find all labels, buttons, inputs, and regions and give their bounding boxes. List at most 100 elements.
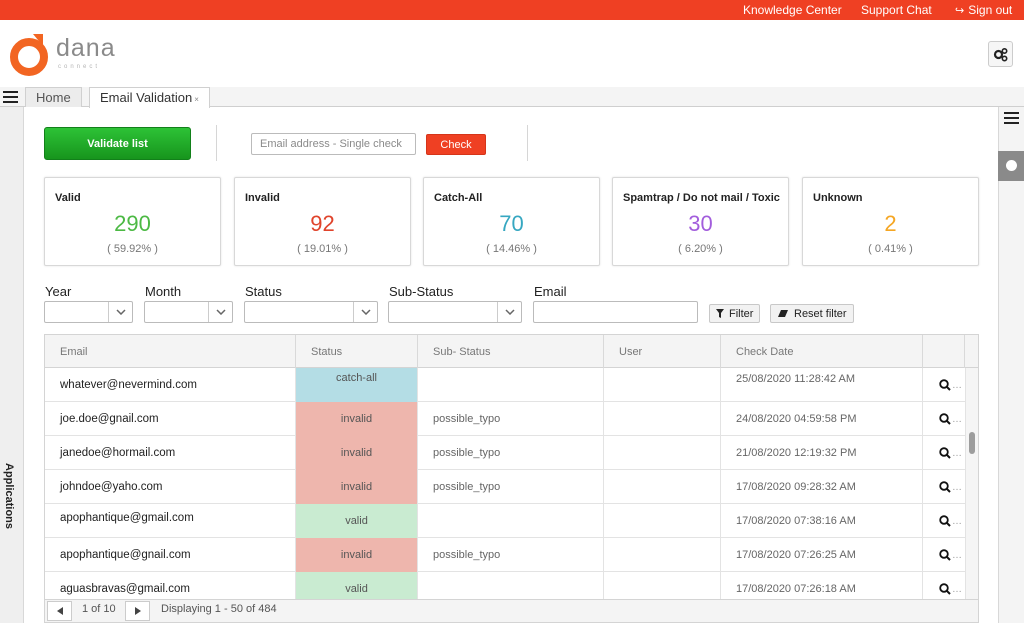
settings-button[interactable] bbox=[988, 41, 1013, 67]
status-cell: invalid bbox=[296, 436, 418, 470]
table-row[interactable]: janedoe@hormail.com invalid possible_typo 2… bbox=[45, 436, 965, 470]
table-row[interactable]: aguasbravas@gmail.com valid 17/08/2020 07:… bbox=[45, 572, 965, 599]
valid-card: Valid 290 ( 59.92% ) bbox=[44, 177, 221, 266]
reset-filter-button[interactable]: Reset filter bbox=[770, 304, 854, 323]
status-cell: invalid bbox=[296, 538, 418, 572]
unknown-card: Unknown 2 ( 0.41% ) bbox=[802, 177, 979, 266]
knowledge-center-link[interactable]: Knowledge Center bbox=[743, 3, 842, 17]
table-row[interactable]: apophantique@gmail.com valid 17/08/2020 07… bbox=[45, 504, 965, 538]
row-action-dots: … bbox=[952, 481, 962, 493]
table-scrollbar[interactable] bbox=[965, 368, 978, 599]
applications-sidebar[interactable]: Applications bbox=[0, 107, 24, 623]
column-header-actions bbox=[923, 335, 965, 368]
check-date-cell: 17/08/2020 07:38:16 AM bbox=[721, 504, 923, 538]
row-action-dots: … bbox=[952, 583, 962, 595]
column-header-sub-status[interactable]: Sub- Status bbox=[418, 335, 604, 368]
row-action-dots: … bbox=[952, 447, 962, 459]
single-email-input[interactable] bbox=[251, 133, 416, 155]
magnifier-icon bbox=[939, 549, 951, 561]
row-details-button[interactable]: … bbox=[923, 538, 965, 572]
row-action-dots: … bbox=[952, 413, 962, 425]
month-label: Month bbox=[145, 284, 182, 299]
sub-status-cell bbox=[418, 368, 604, 402]
top-bar: Knowledge Center Support Chat ↪ Sign out bbox=[0, 0, 1024, 20]
support-chat-link[interactable]: Support Chat bbox=[861, 3, 932, 17]
applications-label: Applications bbox=[3, 463, 15, 530]
check-date-cell: 24/08/2020 04:59:58 PM bbox=[721, 402, 923, 436]
card-title: Invalid bbox=[245, 192, 280, 204]
status-select[interactable] bbox=[244, 301, 378, 323]
row-details-button[interactable]: … bbox=[923, 402, 965, 436]
column-header-user[interactable]: User bbox=[604, 335, 721, 368]
app-header: dana connect bbox=[0, 20, 1024, 87]
status-label: Status bbox=[245, 284, 282, 299]
row-details-button[interactable]: … bbox=[923, 436, 965, 470]
card-title: Spamtrap / Do not mail / Toxic bbox=[623, 192, 780, 204]
filter-button[interactable]: Filter bbox=[709, 304, 761, 323]
card-percent: ( 59.92% ) bbox=[107, 243, 158, 255]
right-panel-toggle[interactable] bbox=[998, 151, 1024, 181]
status-cell: catch-all bbox=[296, 368, 418, 402]
year-select[interactable] bbox=[44, 301, 133, 323]
check-date-cell: 21/08/2020 12:19:32 PM bbox=[721, 436, 923, 470]
tab-home[interactable]: Home bbox=[25, 87, 82, 107]
divider bbox=[527, 125, 528, 161]
table-row[interactable]: whatever@nevermind.com catch-all 25/08/202… bbox=[45, 368, 965, 402]
hamburger-menu-icon[interactable] bbox=[3, 91, 18, 103]
previous-page-button[interactable] bbox=[47, 601, 72, 621]
table-row[interactable]: apophantique@gnail.com invalid possible_ty… bbox=[45, 538, 965, 572]
right-menu-icon[interactable] bbox=[1004, 112, 1019, 127]
sub-status-cell: possible_typo bbox=[418, 436, 604, 470]
email-cell: aguasbravas@gmail.com bbox=[45, 572, 296, 599]
validate-list-button[interactable]: Validate list bbox=[44, 127, 191, 160]
card-percent: ( 6.20% ) bbox=[678, 243, 723, 255]
tab-email-validation[interactable]: Email Validation × bbox=[89, 87, 210, 108]
check-button[interactable]: Check bbox=[426, 134, 486, 155]
email-filter-input[interactable] bbox=[533, 301, 698, 323]
substatus-select[interactable] bbox=[388, 301, 522, 323]
email-cell: janedoe@hormail.com bbox=[45, 436, 296, 470]
row-details-button[interactable]: … bbox=[923, 572, 965, 599]
user-cell bbox=[604, 402, 721, 436]
row-action-dots: … bbox=[952, 379, 962, 391]
dot-icon bbox=[1006, 160, 1017, 171]
table-row[interactable]: joe.doe@gnail.com invalid possible_typo 24/… bbox=[45, 402, 965, 436]
divider bbox=[216, 125, 217, 161]
row-action-dots: … bbox=[952, 549, 962, 561]
column-header-email[interactable]: Email bbox=[45, 335, 296, 368]
row-details-button[interactable]: … bbox=[923, 504, 965, 538]
email-cell: johndoe@yaho.com bbox=[45, 470, 296, 504]
card-value: 290 bbox=[114, 211, 151, 236]
card-value: 30 bbox=[688, 211, 713, 236]
pagination-bar: 1 of 10 Displaying 1 - 50 of 484 bbox=[44, 600, 979, 623]
sub-status-cell bbox=[418, 572, 604, 599]
row-details-button[interactable]: … bbox=[923, 368, 965, 402]
magnifier-icon bbox=[939, 481, 951, 493]
month-select[interactable] bbox=[144, 301, 233, 323]
column-header-status[interactable]: Status bbox=[296, 335, 418, 368]
magnifier-icon bbox=[939, 379, 951, 391]
table-row[interactable]: johndoe@yaho.com invalid possible_typo 17/0… bbox=[45, 470, 965, 504]
chevron-down-icon bbox=[353, 302, 377, 322]
email-cell: whatever@nevermind.com bbox=[45, 368, 296, 402]
sign-out-link[interactable]: ↪ Sign out bbox=[955, 3, 1012, 17]
tab-email-validation-label: Email Validation bbox=[100, 90, 193, 105]
page-indicator: 1 of 10 bbox=[82, 603, 116, 615]
next-page-button[interactable] bbox=[125, 601, 150, 621]
filter-button-label: Filter bbox=[729, 307, 754, 320]
substatus-label: Sub-Status bbox=[389, 284, 454, 299]
gears-icon bbox=[993, 47, 1008, 62]
column-header-check-date[interactable]: Check Date bbox=[721, 335, 923, 368]
logo-tagline: connect bbox=[58, 64, 101, 70]
row-action-dots: … bbox=[952, 515, 962, 527]
sub-status-cell: possible_typo bbox=[418, 538, 604, 572]
catch-all-card: Catch-All 70 ( 14.46% ) bbox=[423, 177, 600, 266]
row-details-button[interactable]: … bbox=[923, 470, 965, 504]
magnifier-icon bbox=[939, 413, 951, 425]
user-cell bbox=[604, 436, 721, 470]
tab-bar bbox=[0, 87, 1024, 107]
user-cell bbox=[604, 470, 721, 504]
user-cell bbox=[604, 572, 721, 599]
scrollbar-thumb[interactable] bbox=[969, 432, 975, 454]
tab-close-icon[interactable]: × bbox=[194, 95, 199, 104]
